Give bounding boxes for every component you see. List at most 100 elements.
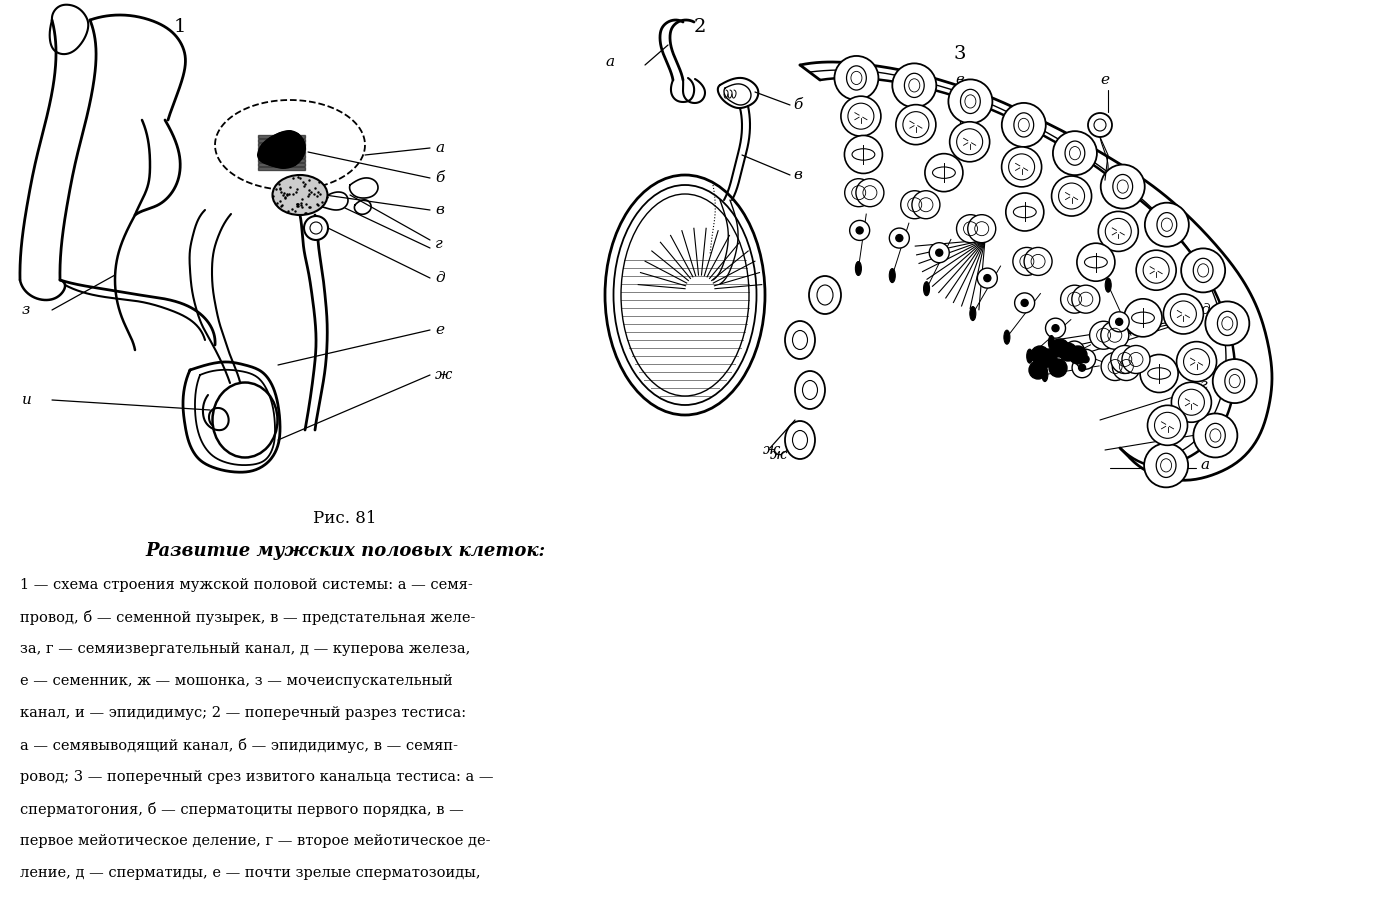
Circle shape <box>1116 318 1123 326</box>
Circle shape <box>911 191 940 219</box>
Ellipse shape <box>1041 368 1048 381</box>
Circle shape <box>1005 193 1044 231</box>
Circle shape <box>1046 318 1065 338</box>
Circle shape <box>1098 212 1138 251</box>
Polygon shape <box>259 143 306 146</box>
Circle shape <box>1039 349 1057 367</box>
Circle shape <box>1144 443 1188 487</box>
Polygon shape <box>259 167 306 170</box>
Text: в: в <box>436 203 444 217</box>
Circle shape <box>1001 147 1041 187</box>
Text: за, г — семяизвергательный канал, д — куперова железа,: за, г — семяизвергательный канал, д — ку… <box>19 642 470 656</box>
Text: а: а <box>1200 458 1209 472</box>
Ellipse shape <box>1004 330 1010 344</box>
Circle shape <box>1021 300 1028 307</box>
Text: ж: ж <box>763 443 780 457</box>
Circle shape <box>856 227 863 234</box>
Text: д: д <box>436 271 444 285</box>
Circle shape <box>925 153 963 192</box>
Circle shape <box>892 64 936 108</box>
Text: ж: ж <box>770 448 787 462</box>
Circle shape <box>856 179 884 206</box>
Circle shape <box>968 214 996 243</box>
Circle shape <box>1030 346 1048 364</box>
Circle shape <box>1048 359 1068 377</box>
Ellipse shape <box>1105 278 1111 292</box>
Circle shape <box>896 235 903 241</box>
Ellipse shape <box>856 262 862 275</box>
Text: Рис. 81: Рис. 81 <box>314 510 376 527</box>
Ellipse shape <box>889 268 895 283</box>
Text: и: и <box>22 393 32 407</box>
Text: в: в <box>792 168 802 182</box>
Circle shape <box>957 214 985 243</box>
Circle shape <box>1012 248 1041 275</box>
Text: з: з <box>22 303 30 317</box>
Text: а: а <box>436 141 444 155</box>
Circle shape <box>1051 176 1091 216</box>
Circle shape <box>1082 356 1088 362</box>
Circle shape <box>1145 203 1189 247</box>
Circle shape <box>896 105 936 144</box>
Circle shape <box>1052 325 1059 332</box>
Polygon shape <box>259 163 306 166</box>
Circle shape <box>304 216 328 240</box>
Ellipse shape <box>809 276 841 314</box>
Text: в: в <box>956 73 964 87</box>
Polygon shape <box>259 159 306 162</box>
Text: первое мейотическое деление, г — второе мейотическое де-: первое мейотическое деление, г — второе … <box>19 834 491 848</box>
Circle shape <box>1177 342 1217 381</box>
Circle shape <box>1163 294 1203 334</box>
Text: г: г <box>1200 378 1207 392</box>
Circle shape <box>1001 103 1046 147</box>
Circle shape <box>1069 346 1087 364</box>
Ellipse shape <box>786 321 815 359</box>
Ellipse shape <box>1048 335 1054 350</box>
Circle shape <box>841 96 881 136</box>
Circle shape <box>845 179 873 206</box>
Circle shape <box>1072 285 1099 313</box>
Circle shape <box>1194 414 1238 457</box>
Polygon shape <box>259 131 306 168</box>
Circle shape <box>834 56 878 100</box>
Polygon shape <box>259 151 306 154</box>
Text: ровод; 3 — поперечный срез извитого канальца тестиса: а —: ровод; 3 — поперечный срез извитого кана… <box>19 770 494 784</box>
Text: д: д <box>1200 303 1210 317</box>
Circle shape <box>1122 345 1151 373</box>
Circle shape <box>1109 312 1129 332</box>
Circle shape <box>1101 353 1129 380</box>
Ellipse shape <box>1026 349 1033 363</box>
Circle shape <box>1181 248 1225 292</box>
Text: 3: 3 <box>954 45 967 63</box>
Text: е: е <box>436 323 444 337</box>
Circle shape <box>936 249 943 257</box>
Circle shape <box>978 268 997 288</box>
Text: г: г <box>436 237 443 251</box>
Text: а: а <box>606 55 615 69</box>
Circle shape <box>1065 341 1084 361</box>
Circle shape <box>845 135 882 173</box>
Polygon shape <box>259 135 306 138</box>
Circle shape <box>1070 347 1077 354</box>
Circle shape <box>1015 293 1034 313</box>
Text: б: б <box>1200 423 1209 437</box>
Ellipse shape <box>1039 363 1044 377</box>
Circle shape <box>1072 358 1093 378</box>
Circle shape <box>1171 382 1212 422</box>
Text: а — семявыводящий канал, б — эпидидимус, в — семяп-: а — семявыводящий канал, б — эпидидимус,… <box>19 738 458 753</box>
Circle shape <box>1077 243 1115 281</box>
Text: 1 — схема строения мужской половой системы: а — семя-: 1 — схема строения мужской половой систе… <box>19 578 473 592</box>
Circle shape <box>1079 364 1086 371</box>
Circle shape <box>1052 131 1097 175</box>
Circle shape <box>1090 321 1117 349</box>
Polygon shape <box>259 155 306 158</box>
Circle shape <box>983 274 990 282</box>
Circle shape <box>1124 299 1162 336</box>
Circle shape <box>1206 301 1249 345</box>
Circle shape <box>900 191 929 219</box>
Text: канал, и — эпидидимус; 2 — поперечный разрез тестиса:: канал, и — эпидидимус; 2 — поперечный ра… <box>19 706 466 720</box>
Circle shape <box>1101 321 1129 349</box>
Ellipse shape <box>795 371 826 409</box>
Circle shape <box>1140 354 1178 393</box>
Circle shape <box>1111 345 1138 373</box>
